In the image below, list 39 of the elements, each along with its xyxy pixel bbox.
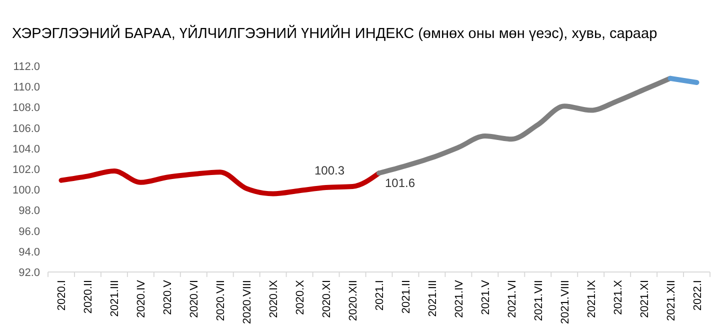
- y-tick-label: 98.0: [18, 205, 40, 218]
- x-tick-label: 2021.XII: [665, 280, 678, 321]
- y-tick-label: 110.0: [13, 82, 40, 94]
- data-label: 100.3: [314, 164, 345, 178]
- x-tick-label: 2021.VIII: [559, 280, 572, 324]
- x-tick-label: 2020.XI: [321, 280, 334, 318]
- chart-title: ХЭРЭГЛЭЭНИЙ БАРАА, ҮЙЛЧИЛГЭЭНИЙ ҮНИЙН ИНДЕКС (өмнөх оны мөн үеэс), хувь, сараар: [12, 24, 658, 42]
- x-tick-label: 2020.XII: [348, 280, 360, 321]
- data-label: 101.6: [385, 176, 416, 190]
- x-tick-label: 2020.VII: [215, 280, 228, 321]
- x-tick-label: 2021.V: [480, 279, 492, 315]
- x-tick-label: 2021.IV: [453, 279, 466, 318]
- x-tick-label: 2020.V: [162, 279, 174, 315]
- x-tick-label: 2021.IX: [586, 279, 598, 318]
- y-tick-label: 104.0: [12, 143, 40, 156]
- y-tick-label: 92.0: [18, 267, 40, 279]
- x-tick-label: 2020.VI: [188, 280, 201, 318]
- x-tick-label: 2022.I: [692, 280, 704, 311]
- y-tick-label: 108.0: [12, 102, 40, 114]
- x-tick-label: 2021.III: [109, 280, 122, 317]
- x-tick-label: 2020.X: [294, 279, 307, 315]
- x-tick-label: 2020.IV: [136, 279, 148, 318]
- x-tick-label: 2021.X: [612, 279, 624, 315]
- x-tick-label: 2021.II: [400, 280, 412, 314]
- x-tick-label: 2020.I: [56, 280, 68, 311]
- x-tick-label: 2021.VII: [532, 280, 545, 321]
- y-tick-label: 112.0: [13, 61, 40, 73]
- y-tick-label: 94.0: [18, 246, 40, 258]
- y-tick-label: 102.0: [12, 164, 40, 176]
- y-tick-label: 96.0: [18, 226, 40, 238]
- x-tick-label: 2021.I: [374, 280, 386, 311]
- x-tick-label: 2020.IX: [268, 279, 280, 318]
- y-tick-label: 100.0: [12, 184, 40, 197]
- x-tick-label: 2020.VIII: [242, 280, 254, 324]
- x-tick-label: 2021.III: [426, 280, 439, 317]
- x-tick-label: 2021.XI: [638, 280, 651, 318]
- x-tick-label: 2020.II: [82, 280, 95, 314]
- y-tick-label: 106.0: [12, 122, 40, 135]
- x-tick-label: 2021.VI: [506, 280, 518, 318]
